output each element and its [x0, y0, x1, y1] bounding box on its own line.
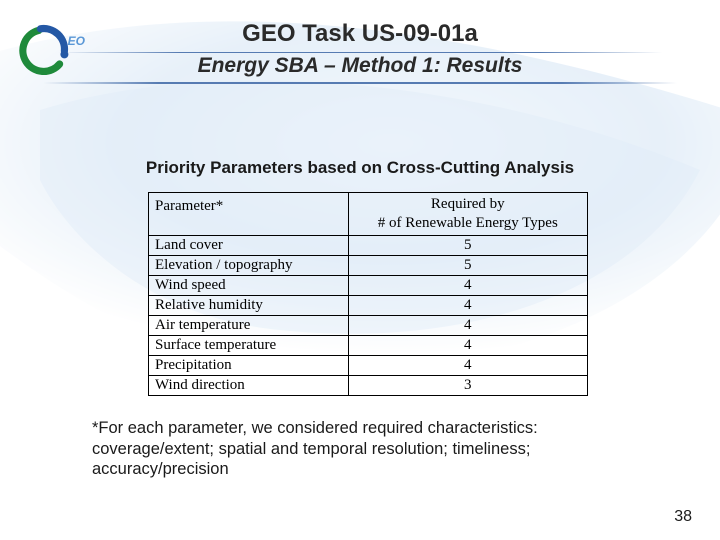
count-cell: 4	[348, 295, 587, 315]
param-cell: Air temperature	[149, 315, 349, 335]
title-rule-bottom	[0, 82, 720, 84]
table-row: Surface temperature4	[149, 335, 588, 355]
page-number: 38	[674, 508, 692, 526]
table-row: Wind speed4	[149, 275, 588, 295]
table-row: Precipitation4	[149, 355, 588, 375]
title-band: GEO Task US-09-01a Energy SBA – Method 1…	[0, 20, 720, 84]
param-cell: Elevation / topography	[149, 255, 349, 275]
count-cell: 5	[348, 255, 587, 275]
section-heading: Priority Parameters based on Cross-Cutti…	[0, 158, 720, 178]
svg-text:EO: EO	[68, 34, 86, 48]
footnote: *For each parameter, we considered requi…	[92, 418, 642, 480]
param-cell: Surface temperature	[149, 335, 349, 355]
title-line1: GEO Task US-09-01a	[0, 20, 720, 50]
col2-header-line1: Required by	[431, 196, 505, 212]
title-line2: Energy SBA – Method 1: Results	[0, 54, 720, 78]
table-row: Wind direction3	[149, 375, 588, 395]
count-cell: 4	[348, 275, 587, 295]
param-cell: Relative humidity	[149, 295, 349, 315]
count-cell: 3	[348, 375, 587, 395]
title-rule-top	[0, 52, 720, 53]
param-cell: Precipitation	[149, 355, 349, 375]
table-row: Land cover5	[149, 235, 588, 255]
geo-logo: EO	[10, 24, 90, 80]
table-row: Relative humidity4	[149, 295, 588, 315]
count-cell: 4	[348, 355, 587, 375]
param-cell: Land cover	[149, 235, 349, 255]
col-header-required-by: Required by # of Renewable Energy Types	[348, 193, 587, 236]
param-cell: Wind speed	[149, 275, 349, 295]
count-cell: 4	[348, 335, 587, 355]
param-cell: Wind direction	[149, 375, 349, 395]
table-header-row: Parameter* Required by # of Renewable En…	[149, 193, 588, 236]
table-row: Elevation / topography5	[149, 255, 588, 275]
col-header-parameter: Parameter*	[149, 193, 349, 236]
table-row: Air temperature4	[149, 315, 588, 335]
col2-header-line2: # of Renewable Energy Types	[378, 215, 558, 231]
count-cell: 4	[348, 315, 587, 335]
count-cell: 5	[348, 235, 587, 255]
parameters-table: Parameter* Required by # of Renewable En…	[148, 192, 588, 396]
